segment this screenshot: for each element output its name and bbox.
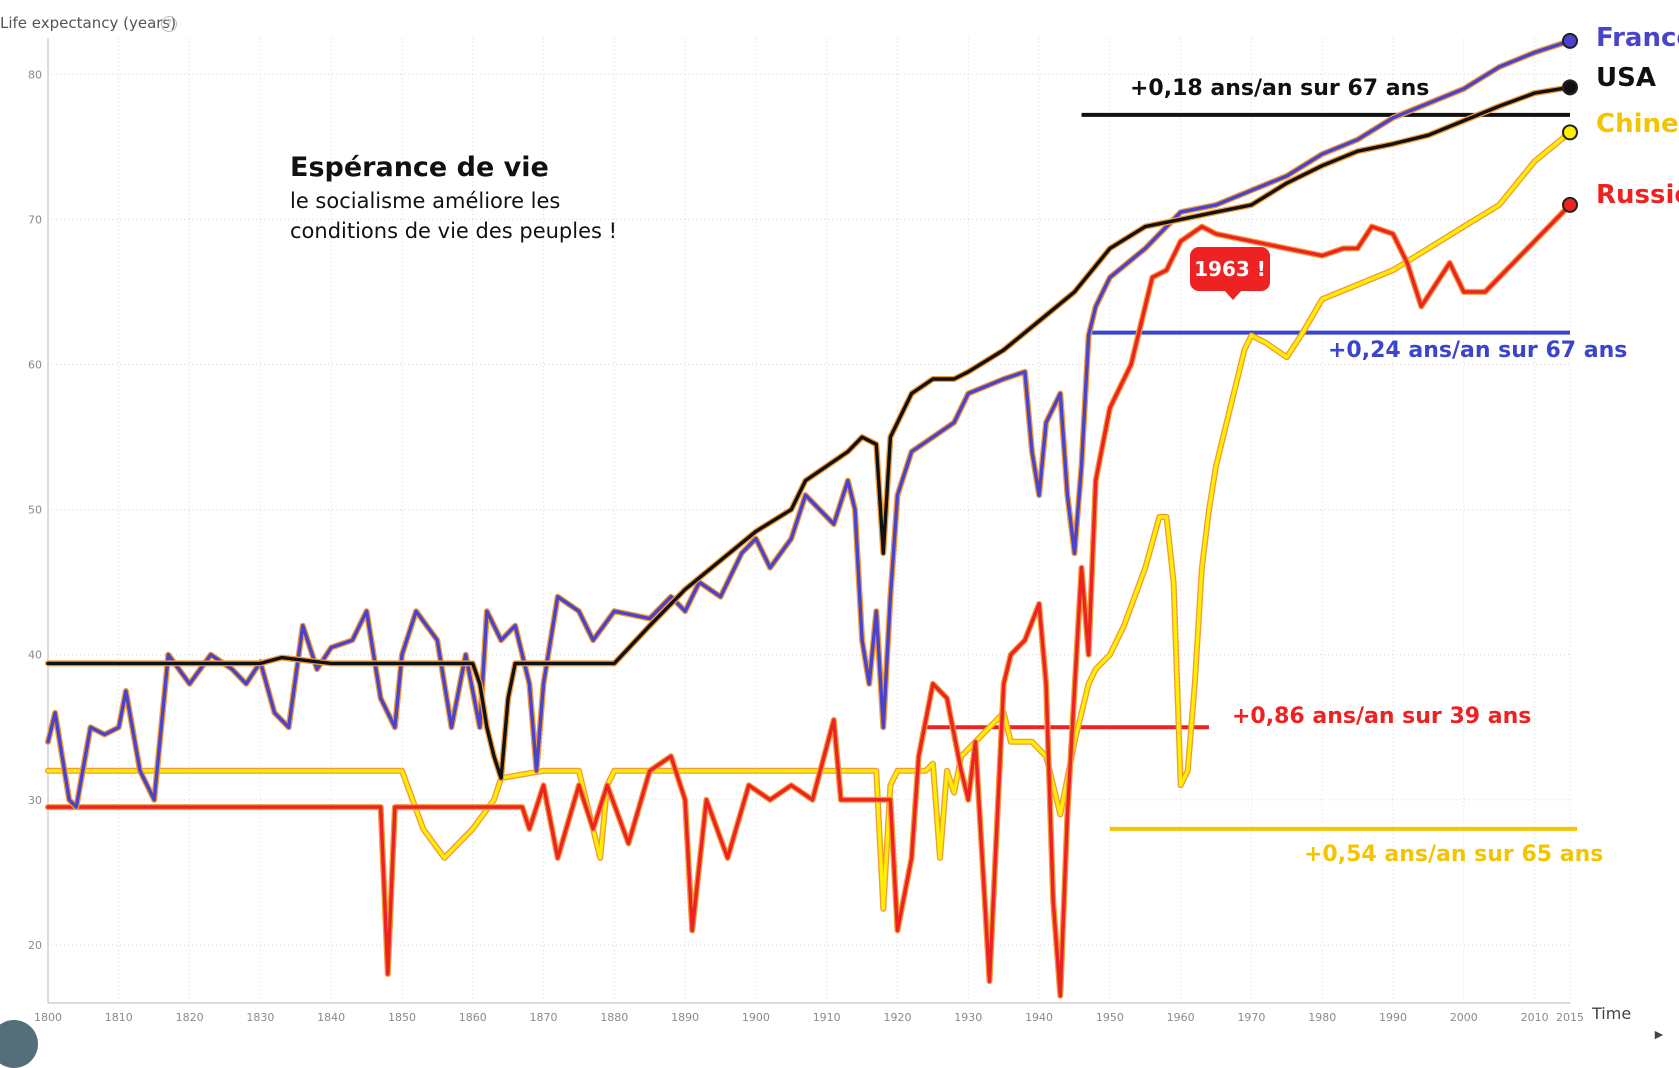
trend-lines xyxy=(925,112,1578,831)
x-tick-label: 1920 xyxy=(883,1011,911,1024)
axes: 1800 1810 1820 1830 1840 1850 1860 1870 1880 1890… xyxy=(28,38,1584,1024)
scroll-right-icon[interactable]: ► xyxy=(1652,1026,1666,1042)
series-endpoint xyxy=(1562,124,1578,141)
series-outline xyxy=(45,201,1573,999)
x-tick-label: 1830 xyxy=(246,1011,274,1024)
x-tick-label: 1840 xyxy=(317,1011,345,1024)
y-tick-label: 40 xyxy=(28,649,42,662)
x-tick-label: 1910 xyxy=(813,1011,841,1024)
x-axis-title: Time xyxy=(1592,1004,1632,1023)
annotation-text: +0,24 ans/an sur 67 ans xyxy=(1328,338,1627,363)
y-tick-label: 80 xyxy=(28,68,42,81)
x-tick-label: 1940 xyxy=(1025,1011,1053,1024)
series-outline xyxy=(45,84,1573,782)
series-line-usa xyxy=(46,85,1572,780)
notes-line-2: conditions de vie des peuples ! xyxy=(290,219,618,243)
y-tick-label: 70 xyxy=(28,213,42,226)
y-tick-label: 60 xyxy=(28,359,42,372)
series-line-russie xyxy=(46,203,1572,998)
callout-bubble: 1963 ! xyxy=(1190,247,1270,300)
y-axis-title: Life expectancy (years) xyxy=(0,14,177,32)
notes-line-1: le socialisme améliore les xyxy=(290,189,561,213)
series-label-france: France xyxy=(1596,23,1679,53)
notes-title: Espérance de vie xyxy=(290,152,549,183)
x-tick-label: 1900 xyxy=(742,1011,770,1024)
x-tick-label: 1980 xyxy=(1308,1011,1336,1024)
x-tick-label: 1860 xyxy=(459,1011,487,1024)
x-tick-label: 1850 xyxy=(388,1011,416,1024)
y-tick-label: 20 xyxy=(28,939,42,952)
y-tick-label: 50 xyxy=(28,504,42,517)
annotation-text: +0,86 ans/an sur 39 ans xyxy=(1232,704,1531,729)
x-tick-label: 2000 xyxy=(1450,1011,1478,1024)
x-tick-label: 1970 xyxy=(1237,1011,1265,1024)
x-tick-label: 1890 xyxy=(671,1011,699,1024)
x-tick-label: 1950 xyxy=(1096,1011,1124,1024)
chart-notes: Espérance de vie le socialisme améliore … xyxy=(290,152,617,243)
x-tick-label: 1880 xyxy=(600,1011,628,1024)
series-label-chine: Chine xyxy=(1596,109,1679,139)
x-tick-label: 1960 xyxy=(1167,1011,1195,1024)
x-tick-label: 1870 xyxy=(530,1011,558,1024)
help-icon[interactable]: ? xyxy=(161,16,177,32)
series-endpoint xyxy=(1562,79,1578,96)
x-tick-label: 1800 xyxy=(34,1011,62,1024)
series-label-usa: USA xyxy=(1596,63,1656,93)
series-label-russie: Russie xyxy=(1596,180,1679,210)
series-labels: Chine Russie France USA xyxy=(1596,23,1679,210)
annotation-text: +0,18 ans/an sur 67 ans xyxy=(1130,76,1429,101)
series-lines xyxy=(45,37,1573,999)
series-endpoint xyxy=(1562,32,1578,49)
grid xyxy=(47,38,1571,1003)
x-tick-label: 2015 xyxy=(1556,1011,1584,1024)
x-tick-label: 2010 xyxy=(1521,1011,1549,1024)
life-expectancy-chart: 1800 1810 1820 1830 1840 1850 1860 1870 1880 1890… xyxy=(28,23,1679,1024)
annotation-texts: +0,18 ans/an sur 67 ans +0,24 ans/an sur … xyxy=(1130,76,1627,867)
annotation-text: +0,54 ans/an sur 65 ans xyxy=(1304,842,1603,867)
x-tick-label: 1820 xyxy=(176,1011,204,1024)
series-endpoints xyxy=(1562,32,1578,213)
y-tick-label: 30 xyxy=(28,794,42,807)
x-tick-label: 1810 xyxy=(105,1011,133,1024)
x-tick-label: 1930 xyxy=(954,1011,982,1024)
series-endpoint xyxy=(1562,196,1578,213)
x-tick-label: 1990 xyxy=(1379,1011,1407,1024)
